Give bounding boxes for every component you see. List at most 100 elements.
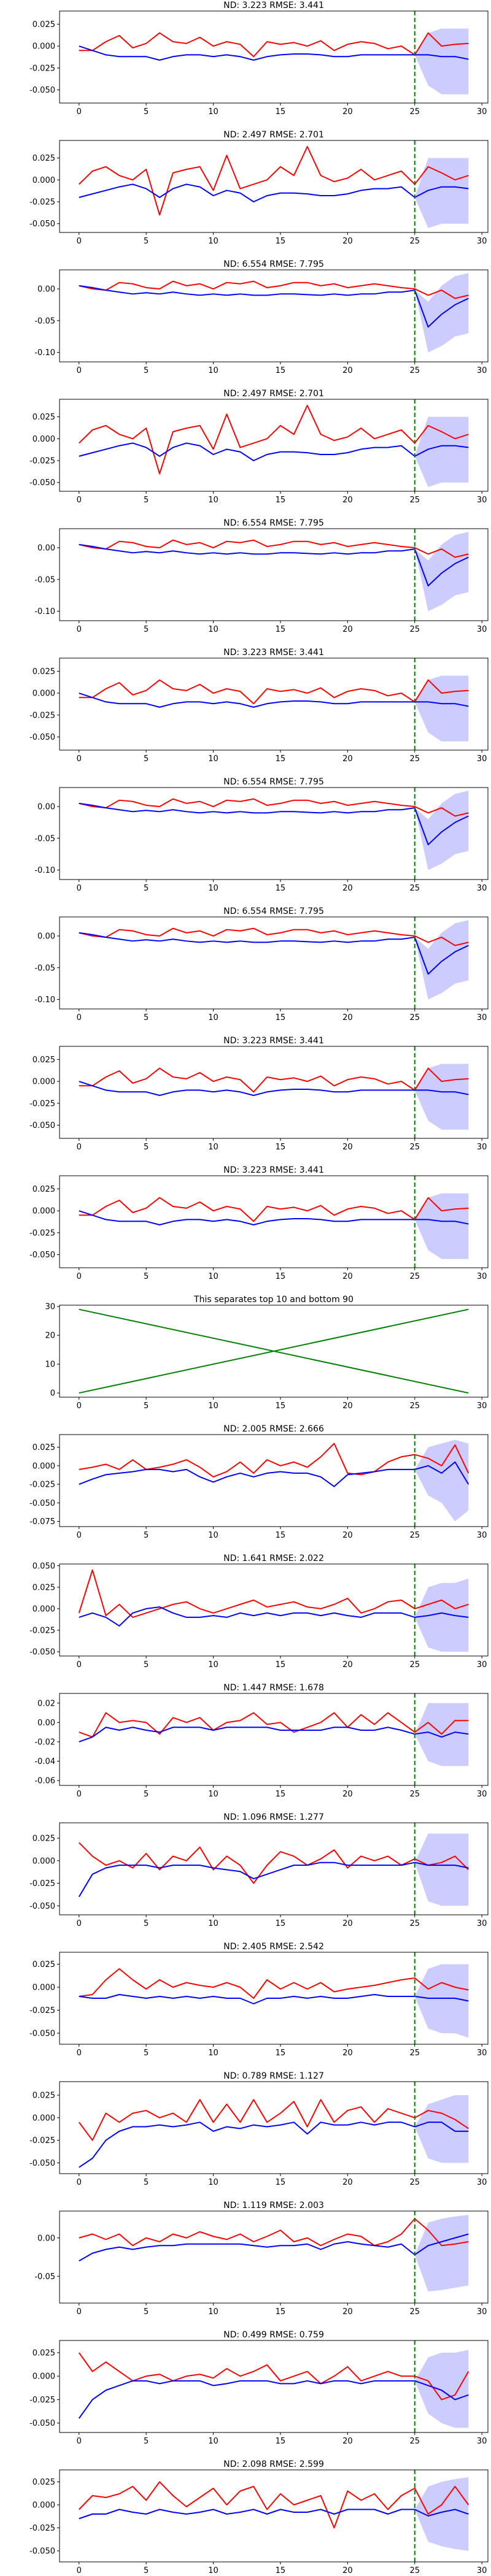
x-tick-label: 0 (77, 884, 82, 893)
subplot-title: ND: 0.789 RMSE: 1.127 (223, 2071, 324, 2081)
series-line-2 (79, 932, 469, 975)
x-tick-label: 0 (77, 2307, 82, 2317)
series-line-2 (78, 1861, 469, 1898)
x-tick-label: 10 (208, 107, 218, 117)
series-line-2 (79, 543, 469, 587)
x-tick-label: 0 (77, 2437, 82, 2446)
series-line-2 (79, 442, 469, 461)
x-tick-label: 0 (77, 1401, 82, 1411)
subplot-17: ND: 0.789 RMSE: 1.127 0 5 10 15 20 25 30 0.025 0.… (29, 2071, 489, 2187)
plot-area (78, 1564, 469, 1656)
y-tick-label: 0.025 (33, 1583, 55, 1592)
x-tick-label: 15 (276, 2566, 286, 2575)
axes-frame (59, 1563, 489, 1657)
x-tick-label: 20 (342, 2178, 353, 2187)
x-tick-label: 25 (409, 625, 420, 634)
prediction-interval-band (414, 2215, 469, 2292)
x-tick-label: 5 (144, 1919, 149, 1928)
prediction-interval-band (414, 28, 469, 94)
subplot-15: ND: 1.096 RMSE: 1.277 0 5 10 15 20 25 30 0.025 0.… (29, 1812, 489, 1928)
x-tick-label: 20 (342, 366, 353, 375)
x-tick-label: 10 (208, 884, 218, 893)
y-tick-label: 20 (45, 1332, 55, 1341)
x-tick-label: 30 (477, 1143, 487, 1152)
subplot-title: ND: 1.096 RMSE: 1.277 (223, 1812, 324, 1822)
subplot-title: This separates top 10 and bottom 90 (193, 1295, 354, 1305)
x-tick-label: 0 (77, 1013, 82, 1022)
plot-area (79, 140, 469, 232)
prediction-interval-band (414, 675, 469, 742)
x-tick-label: 15 (276, 2049, 286, 2058)
axes-frame (59, 1434, 489, 1527)
axes-frame (59, 2081, 489, 2174)
series-line-1 (79, 32, 469, 58)
y-tick-label: -0.05 (34, 834, 55, 843)
x-tick-label: 30 (477, 2437, 487, 2446)
plot-area (79, 1693, 469, 1785)
y-tick-label: 0.025 (33, 154, 55, 163)
axes-frame (59, 2340, 489, 2433)
x-tick-label: 5 (144, 366, 149, 375)
x-tick-label: 20 (342, 2437, 353, 2446)
y-tick-label: 0.025 (33, 2478, 55, 2487)
plot-area (79, 1046, 469, 1138)
x-tick-label: 30 (477, 2178, 487, 2187)
subplot-title: ND: 6.554 RMSE: 7.795 (223, 518, 324, 528)
y-tick-label: -0.025 (29, 457, 55, 466)
y-tick-label: 0.000 (33, 1462, 55, 1471)
x-tick-label: 5 (144, 1272, 149, 1281)
x-tick-label: 5 (144, 1660, 149, 1669)
prediction-interval-band (414, 1833, 469, 1906)
subplot-title: ND: 3.223 RMSE: 3.441 (223, 1036, 324, 1046)
subplot-title: ND: 1.447 RMSE: 1.678 (223, 1683, 324, 1693)
y-tick-label: -0.025 (29, 2136, 55, 2145)
axes-frame (59, 1175, 489, 1268)
y-tick-label: 0.00 (37, 544, 55, 553)
subplot-2: ND: 2.497 RMSE: 2.701 0 5 10 15 20 25 30 0.025 0.… (29, 130, 489, 246)
subplot-4: ND: 2.497 RMSE: 2.701 0 5 10 15 20 25 30 0.025 0.… (29, 389, 489, 505)
x-tick-label: 0 (77, 1660, 82, 1669)
y-tick-label: 0.025 (33, 1834, 55, 1844)
x-tick-label: 10 (208, 1143, 218, 1152)
prediction-interval-band (414, 273, 469, 353)
y-tick-label: 0.025 (33, 20, 55, 29)
y-tick-label: 10 (45, 1360, 55, 1370)
x-tick-label: 10 (208, 2307, 218, 2317)
series-line-1 (79, 405, 469, 475)
x-tick-label: 20 (342, 1531, 353, 1540)
plot-area (79, 658, 469, 750)
x-tick-label: 0 (77, 754, 82, 764)
x-tick-label: 20 (342, 2049, 353, 2058)
y-tick-label: 0.000 (33, 2114, 55, 2123)
x-tick-label: 15 (276, 366, 286, 375)
series-line-1 (79, 1067, 469, 1093)
y-tick-label: -0.05 (34, 316, 55, 326)
series-line-1 (79, 1197, 469, 1222)
y-tick-label: 0.000 (33, 1078, 55, 1087)
y-tick-label: 0.000 (33, 42, 55, 52)
axes-frame (59, 399, 489, 492)
x-tick-label: 25 (409, 2437, 420, 2446)
x-tick-label: 20 (342, 625, 353, 634)
y-tick-label: -0.10 (34, 866, 55, 875)
x-tick-label: 20 (342, 2307, 353, 2317)
y-tick-label: 0.025 (33, 1185, 55, 1194)
x-tick-label: 20 (342, 1919, 353, 1928)
y-tick-label: -0.04 (34, 1757, 55, 1766)
subplot-19: ND: 0.499 RMSE: 0.759 0 5 10 15 20 25 30 0.025 0.… (29, 2330, 489, 2446)
series-line-2 (79, 1461, 470, 1487)
y-tick-label: 0.000 (33, 1207, 55, 1216)
subplot-16: ND: 2.405 RMSE: 2.542 0 5 10 15 20 25 30 0.025 0.… (29, 1942, 489, 2058)
x-tick-label: 5 (144, 2049, 149, 2058)
series-line-2 (79, 802, 469, 846)
x-tick-label: 30 (477, 1401, 487, 1411)
plot-area (79, 529, 469, 621)
subplot-title: ND: 2.098 RMSE: 2.599 (223, 2459, 324, 2469)
x-tick-label: 15 (276, 2178, 286, 2187)
x-tick-label: 15 (276, 496, 286, 505)
subplot-12: ND: 2.005 RMSE: 2.666 0 5 10 15 20 25 30 0.025 0.… (29, 1424, 489, 1540)
x-tick-label: 5 (144, 884, 149, 893)
y-tick-label: -0.05 (34, 964, 55, 973)
x-tick-label: 20 (342, 2566, 353, 2575)
y-tick-label: -0.025 (29, 1481, 55, 1490)
